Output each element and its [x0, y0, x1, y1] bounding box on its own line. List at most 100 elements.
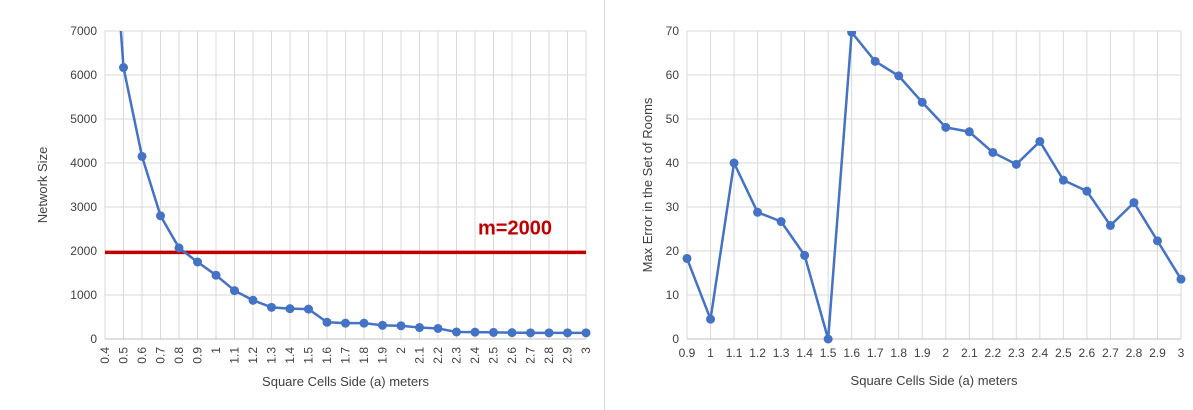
data-point — [396, 321, 406, 331]
x-tick-label: 2.5 — [1055, 346, 1072, 360]
y-tick-label: 7000 — [70, 24, 97, 38]
x-tick-label: 0.4 — [98, 347, 112, 364]
y-tick-label: 2000 — [70, 244, 97, 258]
x-tick-label: 2 — [394, 347, 408, 354]
y-tick-label: 70 — [666, 24, 680, 38]
series-line — [685, 31, 1183, 341]
x-tick-label: 1.9 — [376, 347, 390, 364]
x-tick-label: 1.6 — [843, 346, 860, 360]
data-point — [304, 304, 313, 314]
x-tick-label: 1.4 — [283, 347, 297, 364]
x-tick-label: 2.9 — [561, 347, 575, 364]
x-tick-label: 2.2 — [984, 346, 1001, 360]
data-point — [526, 328, 535, 338]
data-point — [729, 158, 739, 168]
x-tick-label: 1.8 — [890, 346, 907, 360]
data-point — [847, 31, 857, 37]
data-point — [1058, 175, 1068, 185]
x-tick-label: 1.9 — [914, 346, 931, 360]
x-tick-label: 2.6 — [1079, 346, 1096, 360]
data-point — [211, 270, 221, 280]
data-point — [341, 318, 350, 328]
data-point — [917, 97, 927, 107]
network-size-chart: 0 1000 2000 3000 4000 5000 6000 7000 0.4 0.5 0.6 0.… — [35, 24, 593, 389]
y-tick-label: 5000 — [70, 112, 97, 126]
data-point — [706, 314, 716, 324]
x-tick-label: 1.7 — [339, 347, 353, 364]
data-point — [415, 323, 424, 333]
x-tick-label: 2.6 — [505, 347, 519, 364]
max-error-chart-panel: 0 10 20 30 40 50 60 70 0.9 1 1.1 1.2 1.3 1.4 1.5 1.6 1.7… — [605, 0, 1193, 410]
x-tick-label: 2.1 — [413, 347, 427, 364]
x-tick-label: 2.5 — [487, 347, 501, 364]
data-point — [823, 334, 833, 344]
x-axis-title: Square Cells Side (a) meters — [262, 374, 429, 389]
y-tick-label: 60 — [666, 68, 680, 82]
x-tick-label: 0.7 — [154, 347, 168, 364]
data-point — [1129, 198, 1139, 208]
network-size-chart-panel: 0 1000 2000 3000 4000 5000 6000 7000 0.4 0.5 0.6 0.… — [35, 0, 605, 410]
x-tick-label: 0.9 — [679, 346, 696, 360]
x-tick-label: 2.4 — [468, 347, 482, 364]
data-point — [452, 327, 461, 337]
x-tick-label: 1.1 — [726, 346, 743, 360]
x-tick-label: 2.8 — [1126, 346, 1143, 360]
data-point — [470, 327, 480, 337]
y-tick-label: 6000 — [70, 68, 97, 82]
x-tick-label: 2.4 — [1032, 346, 1049, 360]
x-tick-label: 2.2 — [431, 347, 445, 364]
data-point — [359, 318, 369, 328]
x-tick-label: 1.8 — [357, 347, 371, 364]
data-point — [1082, 186, 1092, 196]
threshold-label: m=2000 — [478, 217, 552, 239]
x-tick-label: 1.7 — [867, 346, 884, 360]
x-tick-label: 3 — [1178, 346, 1185, 360]
x-tick-label: 0.8 — [172, 347, 186, 364]
data-point — [507, 328, 517, 338]
y-tick-label: 4000 — [70, 156, 97, 170]
x-tick-label: 1 — [209, 347, 223, 354]
x-tick-label: 1.1 — [228, 347, 242, 364]
y-tick-label: 20 — [666, 244, 680, 258]
x-tick-label: 1.3 — [773, 346, 790, 360]
data-point — [285, 304, 295, 314]
y-tick-label: 0 — [672, 332, 679, 346]
data-point — [563, 328, 572, 338]
data-point — [1011, 159, 1021, 169]
data-point — [544, 328, 554, 338]
data-point — [433, 323, 443, 333]
x-tick-label: 2.7 — [524, 347, 538, 364]
x-tick-label: 1.2 — [246, 347, 260, 364]
data-point — [267, 302, 276, 312]
data-point — [230, 286, 239, 296]
data-point — [941, 122, 951, 132]
data-point — [1176, 274, 1186, 284]
x-tick-label: 2.7 — [1102, 346, 1119, 360]
data-point — [1035, 136, 1045, 146]
y-tick-label: 50 — [666, 112, 680, 126]
data-point — [1105, 220, 1115, 230]
y-tick-label: 0 — [90, 332, 97, 346]
data-point — [378, 320, 387, 330]
x-tick-label: 2.1 — [961, 346, 978, 360]
x-tick-label: 1.6 — [320, 347, 334, 364]
data-point — [870, 56, 880, 66]
x-tick-label: 1 — [707, 346, 714, 360]
x-tick-label: 2.9 — [1149, 346, 1166, 360]
data-point — [322, 317, 332, 327]
y-tick-label: 30 — [666, 200, 680, 214]
y-axis-title: Max Error in the Set of Rooms — [640, 97, 655, 272]
data-point — [776, 217, 786, 227]
x-tick-label: 2 — [942, 346, 949, 360]
x-tick-label: 2.3 — [1008, 346, 1025, 360]
data-point — [581, 328, 591, 338]
y-tick-label: 10 — [666, 288, 680, 302]
x-tick-label: 2.3 — [450, 347, 464, 364]
max-error-chart: 0 10 20 30 40 50 60 70 0.9 1 1.1 1.2 1.3 1.4 1.5 1.6 1.7… — [640, 24, 1186, 388]
x-tick-label: 1.5 — [820, 346, 837, 360]
data-point — [1152, 236, 1162, 246]
y-tick-label: 1000 — [70, 288, 97, 302]
data-point — [964, 127, 974, 137]
x-tick-label: 3 — [579, 347, 593, 354]
data-point — [753, 207, 763, 217]
